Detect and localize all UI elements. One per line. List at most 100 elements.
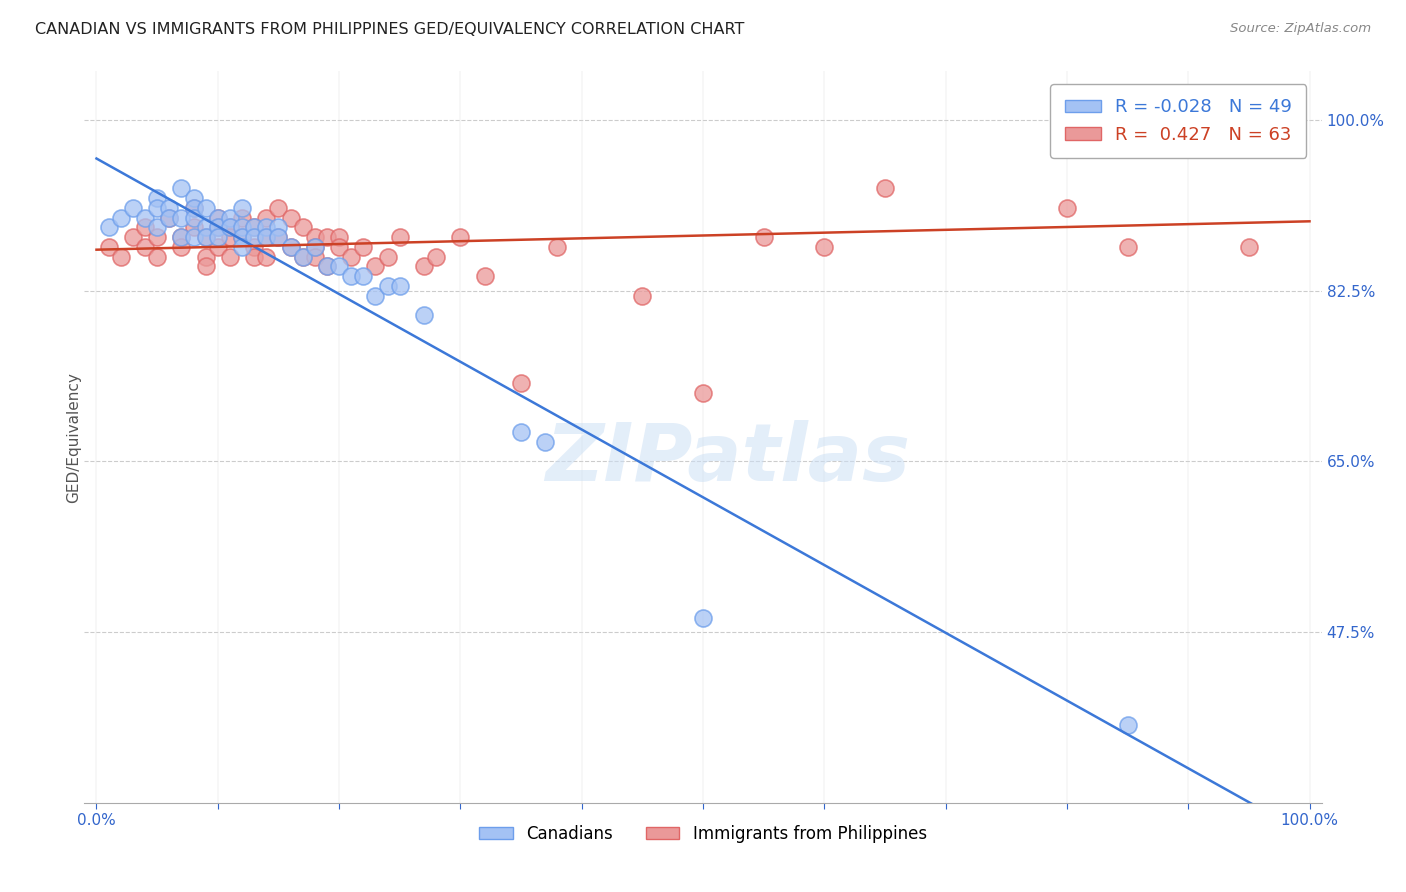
Point: [231, 230, 253, 244]
Point: [1274, 113, 1296, 128]
Point: [304, 250, 326, 264]
Point: [194, 260, 217, 274]
Point: [194, 201, 217, 215]
Point: [254, 230, 277, 244]
Point: [267, 230, 290, 244]
Point: [254, 250, 277, 264]
Point: [207, 211, 229, 225]
Point: [304, 240, 326, 254]
Point: [340, 269, 363, 284]
Point: [291, 220, 314, 235]
Point: [194, 220, 217, 235]
Point: [316, 230, 339, 244]
Point: [219, 211, 242, 225]
Point: [534, 434, 557, 449]
Point: [194, 250, 217, 264]
Point: [364, 288, 387, 302]
Point: [316, 260, 339, 274]
Point: [328, 260, 350, 274]
Point: [377, 250, 399, 264]
Point: [1056, 201, 1078, 215]
Point: [377, 279, 399, 293]
Point: [110, 211, 132, 225]
Point: [1116, 718, 1139, 732]
Point: [813, 240, 835, 254]
Point: [146, 220, 169, 235]
Point: [1116, 240, 1139, 254]
Point: [183, 191, 205, 205]
Point: [291, 250, 314, 264]
Point: [280, 211, 302, 225]
Point: [243, 250, 266, 264]
Point: [146, 230, 169, 244]
Point: [873, 181, 896, 195]
Point: [183, 230, 205, 244]
Point: [352, 269, 374, 284]
Legend: Canadians, Immigrants from Philippines: Canadians, Immigrants from Philippines: [472, 818, 934, 849]
Point: [183, 201, 205, 215]
Point: [207, 220, 229, 235]
Point: [170, 230, 193, 244]
Point: [752, 230, 775, 244]
Point: [254, 220, 277, 235]
Point: [122, 201, 145, 215]
Point: [207, 220, 229, 235]
Point: [1237, 240, 1260, 254]
Point: [231, 211, 253, 225]
Point: [219, 230, 242, 244]
Point: [183, 211, 205, 225]
Point: [413, 260, 436, 274]
Point: [97, 220, 120, 235]
Point: [352, 240, 374, 254]
Point: [231, 240, 253, 254]
Point: [316, 260, 339, 274]
Point: [364, 260, 387, 274]
Point: [231, 220, 253, 235]
Point: [170, 181, 193, 195]
Point: [254, 230, 277, 244]
Point: [243, 220, 266, 235]
Point: [157, 201, 180, 215]
Point: [280, 240, 302, 254]
Point: [110, 250, 132, 264]
Point: [692, 610, 714, 624]
Point: [692, 386, 714, 401]
Point: [134, 240, 156, 254]
Point: [146, 201, 169, 215]
Point: [219, 220, 242, 235]
Point: [183, 220, 205, 235]
Point: [267, 220, 290, 235]
Point: [243, 230, 266, 244]
Point: [304, 240, 326, 254]
Point: [231, 201, 253, 215]
Point: [207, 230, 229, 244]
Point: [340, 250, 363, 264]
Point: [510, 376, 533, 391]
Point: [146, 191, 169, 205]
Point: [194, 230, 217, 244]
Point: [474, 269, 496, 284]
Point: [170, 230, 193, 244]
Point: [157, 211, 180, 225]
Point: [231, 230, 253, 244]
Point: [267, 230, 290, 244]
Point: [134, 211, 156, 225]
Point: [243, 240, 266, 254]
Point: [207, 211, 229, 225]
Point: [254, 211, 277, 225]
Point: [328, 230, 350, 244]
Point: [134, 220, 156, 235]
Point: [510, 425, 533, 440]
Text: Source: ZipAtlas.com: Source: ZipAtlas.com: [1230, 22, 1371, 36]
Point: [194, 230, 217, 244]
Point: [631, 288, 654, 302]
Point: [183, 201, 205, 215]
Point: [280, 240, 302, 254]
Point: [97, 240, 120, 254]
Point: [328, 240, 350, 254]
Point: [219, 220, 242, 235]
Point: [170, 240, 193, 254]
Y-axis label: GED/Equivalency: GED/Equivalency: [66, 372, 80, 502]
Point: [388, 230, 411, 244]
Point: [291, 250, 314, 264]
